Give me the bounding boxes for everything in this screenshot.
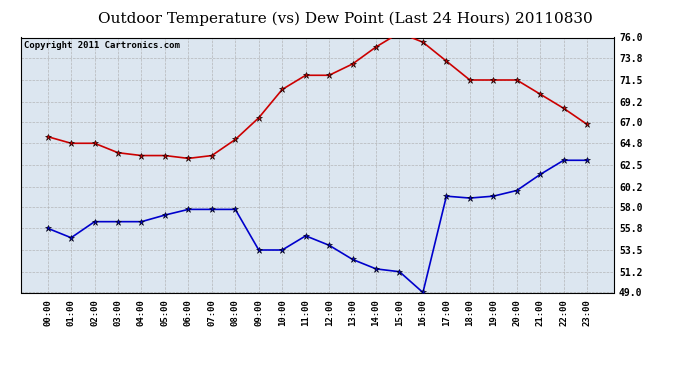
Text: Outdoor Temperature (vs) Dew Point (Last 24 Hours) 20110830: Outdoor Temperature (vs) Dew Point (Last… — [97, 11, 593, 26]
Text: Copyright 2011 Cartronics.com: Copyright 2011 Cartronics.com — [23, 41, 179, 50]
